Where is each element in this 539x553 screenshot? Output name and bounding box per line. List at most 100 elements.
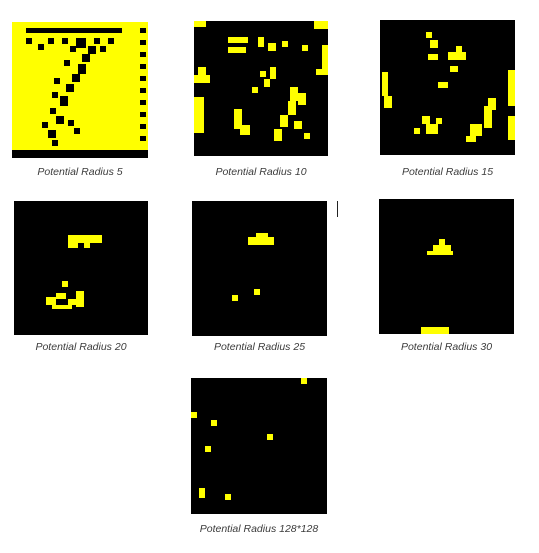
activation-grid-radius-5 — [12, 22, 148, 158]
active-cell — [62, 281, 68, 287]
active-cell — [191, 412, 197, 418]
active-cell — [256, 233, 268, 237]
active-cell — [290, 87, 298, 101]
caption-radius-5: Potential Radius 5 — [37, 166, 123, 178]
active-cell — [62, 38, 68, 44]
active-cell — [140, 52, 146, 57]
caption-radius-10: Potential Radius 10 — [215, 166, 307, 178]
active-cell — [428, 54, 438, 60]
active-cell — [140, 88, 146, 93]
active-cell — [140, 64, 146, 69]
active-cell — [225, 494, 231, 500]
caption-radius-20: Potential Radius 20 — [35, 341, 127, 353]
active-cell — [426, 124, 438, 134]
active-cell — [240, 125, 250, 135]
active-cell — [304, 133, 310, 139]
caption-radius-25: Potential Radius 25 — [213, 341, 306, 353]
active-cell — [470, 124, 482, 136]
active-cell — [198, 67, 206, 75]
active-cell — [42, 122, 48, 128]
active-cell — [466, 136, 476, 142]
active-cell — [252, 87, 258, 93]
active-cell — [78, 64, 86, 74]
active-cell — [140, 124, 146, 129]
active-cell — [205, 446, 211, 452]
active-cell — [54, 78, 60, 84]
active-cell — [50, 108, 56, 114]
active-cell — [194, 75, 210, 83]
active-cell — [52, 140, 58, 146]
active-cell — [254, 289, 260, 295]
active-cell — [64, 60, 70, 66]
caption-radius-30: Potential Radius 30 — [400, 341, 493, 353]
active-cell — [294, 121, 302, 129]
active-cell — [384, 96, 392, 108]
active-cell — [72, 74, 80, 82]
active-cell — [68, 243, 78, 248]
active-cell — [302, 45, 308, 51]
active-cell — [382, 72, 388, 96]
active-cell — [232, 295, 238, 301]
active-cell — [322, 45, 328, 69]
active-cell — [68, 299, 78, 305]
active-cell — [282, 41, 288, 47]
activation-grid-radius-15 — [380, 20, 515, 155]
active-cell — [433, 245, 451, 251]
active-cell — [414, 128, 420, 134]
active-cell — [76, 291, 84, 307]
active-cell — [248, 237, 274, 245]
active-cell — [140, 112, 146, 117]
active-cell — [38, 44, 44, 50]
active-cell — [199, 488, 205, 498]
active-cell — [48, 38, 54, 44]
active-cell — [484, 106, 492, 128]
active-cell — [448, 52, 466, 60]
active-cell — [140, 100, 146, 105]
active-cell — [82, 54, 90, 62]
active-cell — [108, 38, 114, 44]
activation-grid-radius-10 — [194, 21, 328, 156]
active-cell — [301, 378, 307, 384]
activation-grid-radius-25 — [192, 201, 327, 336]
active-cell — [314, 21, 328, 29]
active-cell — [436, 118, 442, 124]
active-cell — [66, 84, 74, 92]
active-cell — [52, 92, 58, 98]
text-cursor — [337, 201, 338, 217]
active-cell — [70, 46, 76, 52]
active-cell — [60, 96, 68, 106]
active-cell — [508, 70, 515, 106]
active-cell — [228, 37, 248, 43]
active-cell — [270, 67, 276, 79]
active-cell — [267, 434, 273, 440]
active-cell — [194, 97, 204, 133]
activation-grid-radius-128 — [191, 378, 327, 514]
active-cell — [450, 66, 458, 72]
active-cell — [211, 420, 217, 426]
active-cell — [422, 116, 430, 124]
active-cell — [228, 47, 246, 53]
active-cell — [26, 28, 122, 33]
active-cell — [46, 297, 56, 305]
active-cell — [68, 120, 74, 126]
active-cell — [100, 46, 106, 52]
active-cell — [508, 116, 515, 140]
active-cell — [52, 305, 72, 309]
active-cell — [274, 129, 282, 141]
active-cell — [438, 82, 448, 88]
active-cell — [48, 130, 56, 138]
active-cell — [26, 38, 32, 44]
active-cell — [421, 327, 449, 334]
active-cell — [76, 38, 86, 48]
active-cell — [56, 116, 64, 124]
activation-grid-radius-30 — [379, 199, 514, 334]
active-cell — [94, 239, 102, 243]
active-cell — [427, 251, 453, 255]
active-cell — [268, 43, 276, 51]
active-cell — [260, 71, 266, 77]
active-cell — [88, 46, 96, 54]
active-cell — [430, 40, 438, 48]
active-cell — [194, 21, 206, 27]
active-cell — [56, 293, 66, 299]
active-cell — [258, 37, 264, 47]
